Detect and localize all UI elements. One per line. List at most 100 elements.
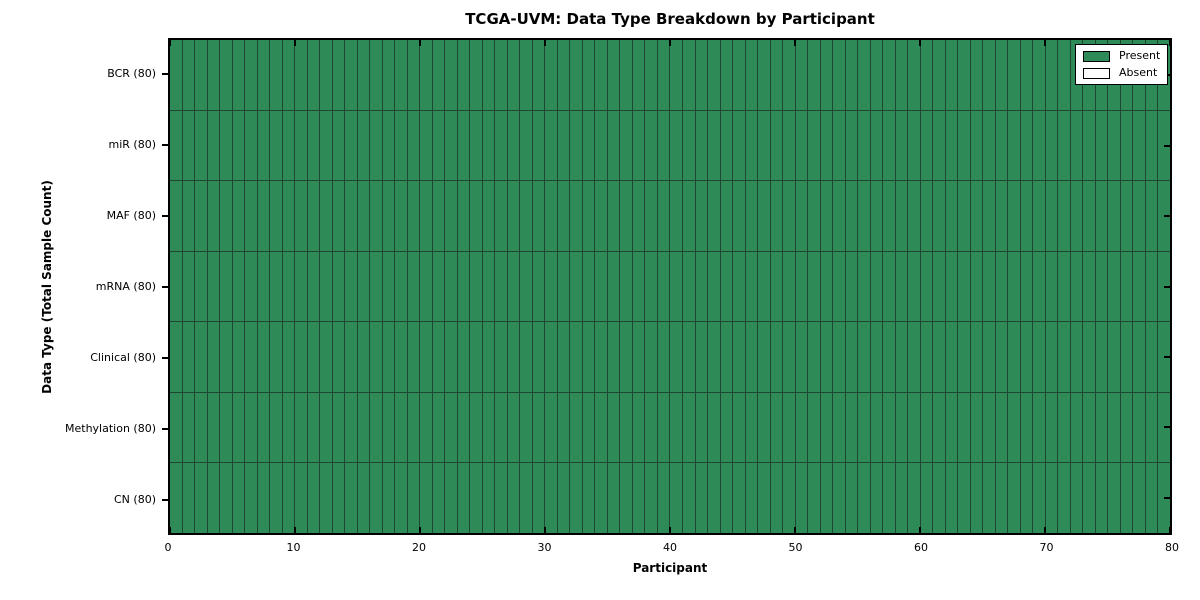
heatmap-cell bbox=[908, 463, 920, 533]
heatmap-cell bbox=[395, 40, 407, 110]
heatmap-cell bbox=[320, 392, 332, 463]
heatmap-cell bbox=[770, 322, 783, 392]
heatmap-cell bbox=[420, 40, 432, 110]
heatmap-cell bbox=[983, 392, 995, 463]
heatmap-cell bbox=[1045, 181, 1058, 251]
heatmap-cell bbox=[420, 251, 432, 322]
y-tick-mark bbox=[162, 498, 168, 501]
heatmap-cell bbox=[195, 181, 207, 251]
heatmap-cell bbox=[995, 181, 1008, 251]
heatmap-cell bbox=[883, 181, 895, 251]
heatmap-cell bbox=[970, 40, 983, 110]
heatmap-cell bbox=[307, 392, 320, 463]
heatmap-cell bbox=[820, 110, 833, 181]
heatmap-cell bbox=[683, 251, 695, 322]
heatmap-cell bbox=[770, 251, 783, 322]
heatmap-cell bbox=[1108, 463, 1120, 533]
heatmap-cell bbox=[783, 110, 795, 181]
heatmap-cell bbox=[595, 392, 607, 463]
heatmap-cell bbox=[595, 110, 607, 181]
heatmap-cell bbox=[845, 251, 858, 322]
heatmap-cell bbox=[745, 110, 758, 181]
heatmap-cell bbox=[582, 463, 595, 533]
heatmap-cell bbox=[220, 181, 232, 251]
heatmap-cell bbox=[357, 181, 370, 251]
heatmap-cell bbox=[232, 110, 245, 181]
heatmap-cell bbox=[170, 40, 182, 110]
heatmap-cell bbox=[170, 251, 182, 322]
legend-entry: Present bbox=[1083, 50, 1160, 62]
heatmap-cell bbox=[1058, 392, 1070, 463]
heatmap-cell bbox=[182, 463, 195, 533]
heatmap-cell bbox=[507, 181, 520, 251]
heatmap-cell bbox=[808, 181, 820, 251]
heatmap-cell bbox=[570, 181, 582, 251]
heatmap-cell bbox=[995, 251, 1008, 322]
heatmap-cell bbox=[670, 463, 682, 533]
heatmap-cell bbox=[958, 251, 970, 322]
heatmap-cell bbox=[795, 251, 808, 322]
x-tick-label: 0 bbox=[164, 541, 172, 554]
heatmap-cell bbox=[645, 110, 657, 181]
heatmap-cell bbox=[220, 463, 232, 533]
heatmap-cell bbox=[582, 40, 595, 110]
heatmap-cell bbox=[632, 181, 645, 251]
heatmap-cell bbox=[720, 40, 733, 110]
heatmap-cell bbox=[420, 181, 432, 251]
x-tick-mark bbox=[794, 527, 796, 533]
heatmap-cell bbox=[1058, 110, 1070, 181]
legend-swatch-absent bbox=[1083, 67, 1110, 79]
heatmap-cell bbox=[282, 392, 295, 463]
heatmap-cell bbox=[1045, 40, 1058, 110]
heatmap-cell bbox=[745, 322, 758, 392]
heatmap-cell bbox=[795, 181, 808, 251]
heatmap-cell bbox=[933, 322, 945, 392]
heatmap-cell bbox=[657, 392, 670, 463]
heatmap-cell bbox=[883, 40, 895, 110]
heatmap-cell bbox=[1070, 110, 1083, 181]
heatmap-cell bbox=[307, 251, 320, 322]
heatmap-cell bbox=[582, 392, 595, 463]
heatmap-cell bbox=[1120, 251, 1133, 322]
heatmap-cell bbox=[332, 463, 345, 533]
heatmap-cell bbox=[245, 463, 257, 533]
heatmap-cell bbox=[1020, 392, 1033, 463]
heatmap-cell bbox=[620, 322, 632, 392]
heatmap-cell bbox=[908, 251, 920, 322]
heatmap-cell bbox=[733, 463, 745, 533]
heatmap-cell bbox=[445, 392, 457, 463]
heatmap-cell bbox=[720, 322, 733, 392]
heatmap-cell bbox=[470, 181, 482, 251]
heatmap-cell bbox=[207, 110, 220, 181]
heatmap-cell bbox=[457, 251, 470, 322]
heatmap-cell bbox=[407, 322, 420, 392]
heatmap-cell bbox=[495, 463, 507, 533]
heatmap-cell bbox=[582, 181, 595, 251]
heatmap-cell bbox=[895, 251, 908, 322]
heatmap-cell bbox=[357, 110, 370, 181]
heatmap-cell bbox=[345, 251, 357, 322]
heatmap-cell bbox=[783, 392, 795, 463]
heatmap-cell bbox=[457, 392, 470, 463]
heatmap-cell bbox=[733, 181, 745, 251]
heatmap-cell bbox=[370, 392, 382, 463]
heatmap-cell bbox=[983, 181, 995, 251]
heatmap-cell bbox=[1008, 181, 1020, 251]
heatmap-cell bbox=[570, 251, 582, 322]
heatmap-cell bbox=[370, 110, 382, 181]
heatmap-cell bbox=[708, 110, 720, 181]
heatmap-cell bbox=[1083, 110, 1095, 181]
heatmap-cell bbox=[945, 322, 958, 392]
heatmap-cell bbox=[683, 181, 695, 251]
heatmap-cell bbox=[920, 322, 933, 392]
heatmap-cell bbox=[783, 251, 795, 322]
heatmap-cell bbox=[708, 463, 720, 533]
y-tick-label: BCR (80) bbox=[107, 66, 156, 80]
heatmap-cell bbox=[607, 181, 620, 251]
heatmap-cell bbox=[1033, 392, 1045, 463]
heatmap-cell bbox=[182, 40, 195, 110]
heatmap-cell bbox=[1083, 251, 1095, 322]
heatmap-cell bbox=[1033, 40, 1045, 110]
heatmap-cell bbox=[833, 392, 845, 463]
heatmap-cell bbox=[620, 463, 632, 533]
